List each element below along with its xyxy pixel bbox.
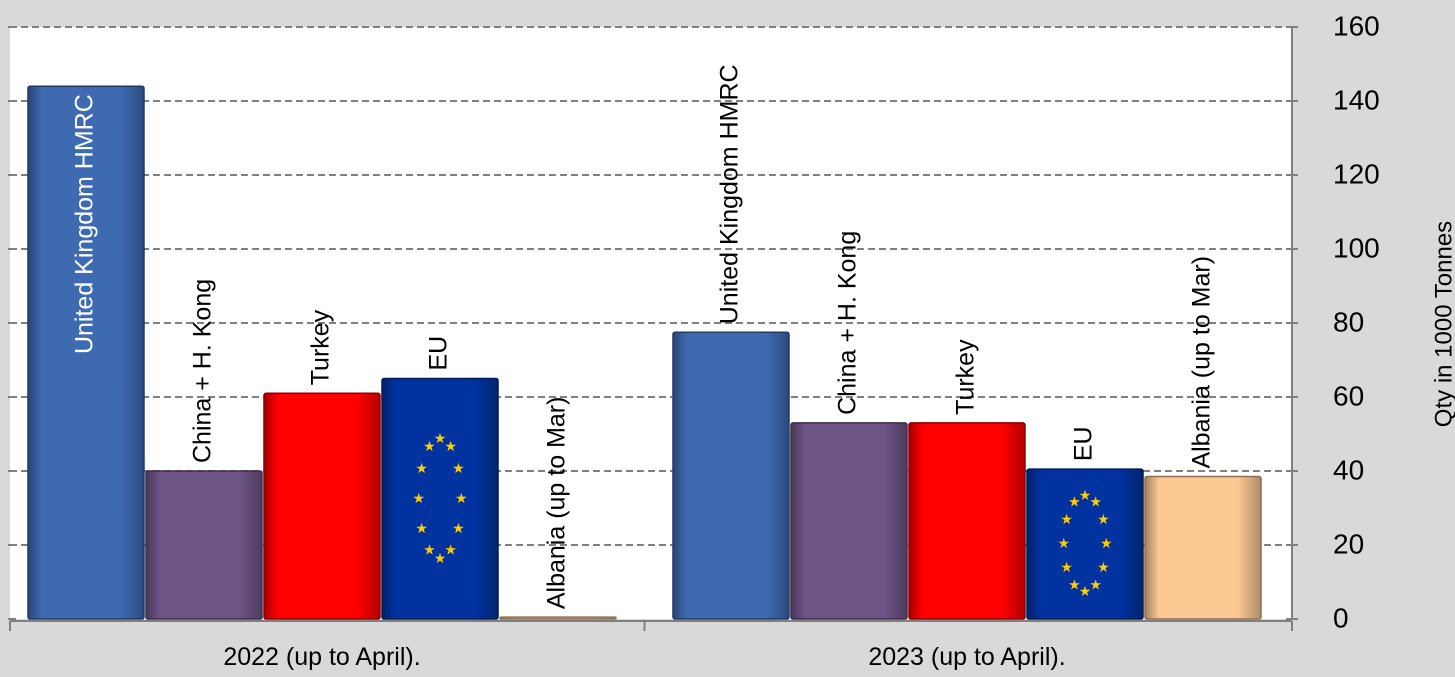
eu-star-icon: ★ <box>1060 512 1073 528</box>
bar-label: EU <box>1070 426 1098 461</box>
bar <box>499 616 617 620</box>
bar <box>1144 475 1262 620</box>
bar-label: Turkey <box>307 309 335 385</box>
bar <box>27 85 145 620</box>
y-tick-label: 120 <box>1333 158 1380 189</box>
bar-labels: United Kingdom HMRC China + H. Kong Turkey… <box>71 64 1216 609</box>
bar <box>145 470 263 620</box>
eu-star-icon: ★ <box>1089 578 1102 594</box>
eu-star-icon: ★ <box>423 439 436 455</box>
eu-star-icon: ★ <box>444 439 457 455</box>
bar <box>908 422 1026 620</box>
eu-star-icon: ★ <box>1079 584 1092 600</box>
eu-star-icon: ★ <box>1100 536 1113 552</box>
y-tick-label: 20 <box>1333 528 1364 559</box>
bar <box>790 422 908 620</box>
eu-star-icon: ★ <box>444 543 457 559</box>
y-tick-label: 60 <box>1333 380 1364 411</box>
bar-label: EU <box>425 336 453 371</box>
eu-star-icon: ★ <box>415 461 428 477</box>
x-category-label: 2023 (up to April). <box>868 643 1065 671</box>
eu-star-icon: ★ <box>455 491 468 507</box>
eu-star-icon: ★ <box>1068 495 1081 511</box>
eu-star-icon: ★ <box>452 521 465 537</box>
bar-label: United Kingdom HMRC <box>71 94 99 354</box>
eu-star-icon: ★ <box>1089 495 1102 511</box>
y-tick-label: 40 <box>1333 454 1364 485</box>
bar-label: Albania (up to Mar) <box>543 397 571 610</box>
eu-star-icon: ★ <box>1079 488 1092 504</box>
eu-star-icon: ★ <box>415 521 428 537</box>
bar-label: Albania (up to Mar) <box>1188 256 1216 469</box>
bar-label: China + H. Kong <box>834 231 862 415</box>
eu-star-icon: ★ <box>434 431 447 447</box>
x-category-label: 2022 (up to April). <box>223 643 420 671</box>
bar-label: Turkey <box>952 339 980 415</box>
eu-star-icon: ★ <box>1068 578 1081 594</box>
y-tick-label: 80 <box>1333 306 1364 337</box>
axes: 0 20 40 60 80 100 120 140 160 2022 (up to April).… <box>8 10 1380 671</box>
eu-star-icon: ★ <box>452 461 465 477</box>
eu-star-icon: ★ <box>434 551 447 567</box>
bar-label: United Kingdom HMRC <box>716 64 744 324</box>
eu-star-icon: ★ <box>1060 560 1073 576</box>
y-axis-title: Qty in 1000 Tonnes <box>1430 221 1455 427</box>
bar-label: China + H. Kong <box>189 279 217 463</box>
bars: ★★★★★★★★★★★★★★★★★★★★★★★★ <box>27 85 1262 620</box>
y-tick-label: 140 <box>1333 84 1380 115</box>
eu-star-icon: ★ <box>1057 536 1070 552</box>
eu-star-icon: ★ <box>1097 560 1110 576</box>
y-tick-label: 0 <box>1333 602 1349 633</box>
eu-star-icon: ★ <box>1097 512 1110 528</box>
bar <box>1026 468 1144 620</box>
y-tick-label: 160 <box>1333 10 1380 41</box>
bar <box>381 377 499 620</box>
y-tick-label: 100 <box>1333 232 1380 263</box>
eu-star-icon: ★ <box>412 491 425 507</box>
bar <box>263 392 381 620</box>
bar <box>672 331 790 620</box>
eu-star-icon: ★ <box>423 543 436 559</box>
